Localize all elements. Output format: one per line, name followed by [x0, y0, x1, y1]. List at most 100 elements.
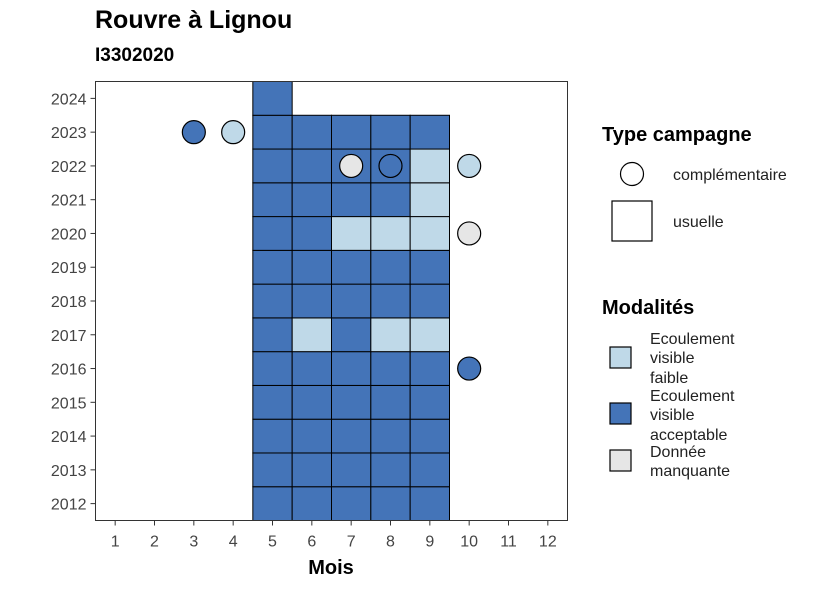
heatmap-tile	[409, 418, 450, 454]
legend-fill-entries: EcoulementvisiblefaibleEcoulementvisible…	[609, 331, 735, 480]
heatmap-tile	[370, 452, 411, 488]
heatmap-tile	[370, 486, 411, 522]
x-tick-label: 9	[425, 534, 434, 551]
x-axis-label: Mois	[308, 557, 354, 579]
x-tick-label: 3	[189, 534, 198, 551]
heatmap-tile	[331, 452, 372, 488]
heatmap-tile	[291, 283, 332, 319]
y-tick-label: 2015	[51, 395, 87, 412]
y-tick-label: 2021	[51, 193, 87, 210]
y-tick-label: 2018	[51, 294, 87, 311]
y-tick-label: 2022	[51, 159, 87, 176]
heatmap-tile	[252, 283, 293, 319]
legend-fill-label: faible	[650, 370, 688, 387]
x-tick-label: 1	[111, 534, 120, 551]
legend-shape-title: Type campagne	[602, 124, 752, 146]
points-layer	[181, 120, 482, 381]
campaign-point	[221, 120, 246, 145]
heatmap-tile	[331, 351, 372, 386]
legend-fill-key	[609, 402, 632, 425]
y-tick-label: 2019	[51, 260, 87, 277]
chart-subtitle: I3302020	[95, 45, 175, 66]
heatmap-tile	[331, 249, 372, 285]
heatmap-tile	[331, 418, 372, 454]
heatmap-tile	[370, 216, 411, 251]
heatmap-tile	[409, 216, 450, 251]
heatmap-tile	[252, 317, 293, 353]
heatmap-tile	[370, 351, 411, 386]
heatmap-tile	[291, 486, 332, 522]
heatmap-tile	[291, 452, 332, 488]
heatmap-tile	[252, 148, 293, 184]
heatmap-tile	[370, 249, 411, 285]
heatmap-tile	[331, 216, 372, 251]
y-tick-label: 2013	[51, 463, 87, 480]
heatmap-tile	[252, 182, 293, 218]
legend-shape-label-complementaire: complémentaire	[673, 167, 787, 184]
heatmap-tile	[370, 317, 411, 353]
heatmap-tile	[331, 486, 372, 522]
x-axis: 1 2 3 4 5 6 7 8 9 10 11 12	[111, 520, 557, 551]
heatmap-tile	[291, 418, 332, 454]
heatmap-tile	[331, 114, 372, 150]
legend-fill-key	[609, 346, 632, 369]
heatmap-tile	[291, 351, 332, 386]
legend-fill-label: acceptable	[650, 427, 727, 444]
legend-fill-label: Donnée	[650, 444, 706, 461]
x-tick-label: 11	[500, 534, 517, 551]
tiles-layer	[252, 81, 450, 522]
legend-fill-label: visible	[650, 350, 695, 367]
legend-fill-title: Modalités	[602, 297, 694, 319]
heatmap-tile	[291, 249, 332, 285]
legend-fill-label: Ecoulement	[650, 331, 735, 348]
chart-title: Rouvre à Lignou	[95, 6, 293, 34]
x-tick-label: 10	[460, 534, 478, 551]
y-tick-label: 2020	[51, 226, 87, 243]
heatmap-tile	[252, 452, 293, 488]
heatmap-tile	[331, 283, 372, 319]
heatmap-tile	[252, 486, 293, 522]
legend-square-key	[611, 200, 653, 242]
heatmap-tile	[409, 317, 450, 353]
heatmap-tile	[409, 351, 450, 386]
heatmap-tile	[291, 114, 332, 150]
heatmap-tile	[409, 148, 450, 184]
x-tick-label: 6	[307, 534, 316, 551]
x-tick-label: 2	[150, 534, 159, 551]
legend-type-campagne: Type campagne complémentaire usuelle	[602, 124, 787, 242]
campaign-point	[181, 120, 206, 145]
legend-modalites: Modalités EcoulementvisiblefaibleEcoulem…	[602, 297, 735, 480]
heatmap-tile	[252, 216, 293, 251]
heatmap-tile	[409, 114, 450, 150]
heatmap-tile	[291, 216, 332, 251]
campaign-point	[378, 153, 403, 179]
heatmap-tile	[291, 384, 332, 420]
legend-fill-label: visible	[650, 407, 695, 424]
y-tick-label: 2017	[51, 328, 87, 345]
heatmap-tile	[291, 182, 332, 218]
heatmap-tile	[370, 283, 411, 319]
heatmap-tile	[331, 384, 372, 420]
legend-circle-key	[619, 161, 645, 187]
legend-fill-label: manquante	[650, 463, 730, 480]
campaign-point	[457, 153, 482, 179]
heatmap-tile	[370, 182, 411, 218]
campaign-point	[339, 153, 364, 179]
campaign-point	[457, 221, 482, 246]
heatmap-tile	[252, 114, 293, 150]
y-tick-label: 2014	[51, 429, 87, 446]
heatmap-tile	[252, 249, 293, 285]
heatmap-tile	[331, 317, 372, 353]
y-tick-label: 2024	[51, 91, 87, 108]
legend-shape-label-usuelle: usuelle	[673, 214, 724, 231]
heatmap-tile	[331, 182, 372, 218]
x-tick-label: 12	[539, 534, 557, 551]
heatmap-tile	[409, 384, 450, 420]
heatmap-tile	[409, 249, 450, 285]
heatmap-tile	[252, 384, 293, 420]
heatmap-tile	[409, 182, 450, 218]
heatmap-tile	[370, 114, 411, 150]
x-tick-label: 8	[386, 534, 395, 551]
heatmap-tile	[252, 351, 293, 386]
